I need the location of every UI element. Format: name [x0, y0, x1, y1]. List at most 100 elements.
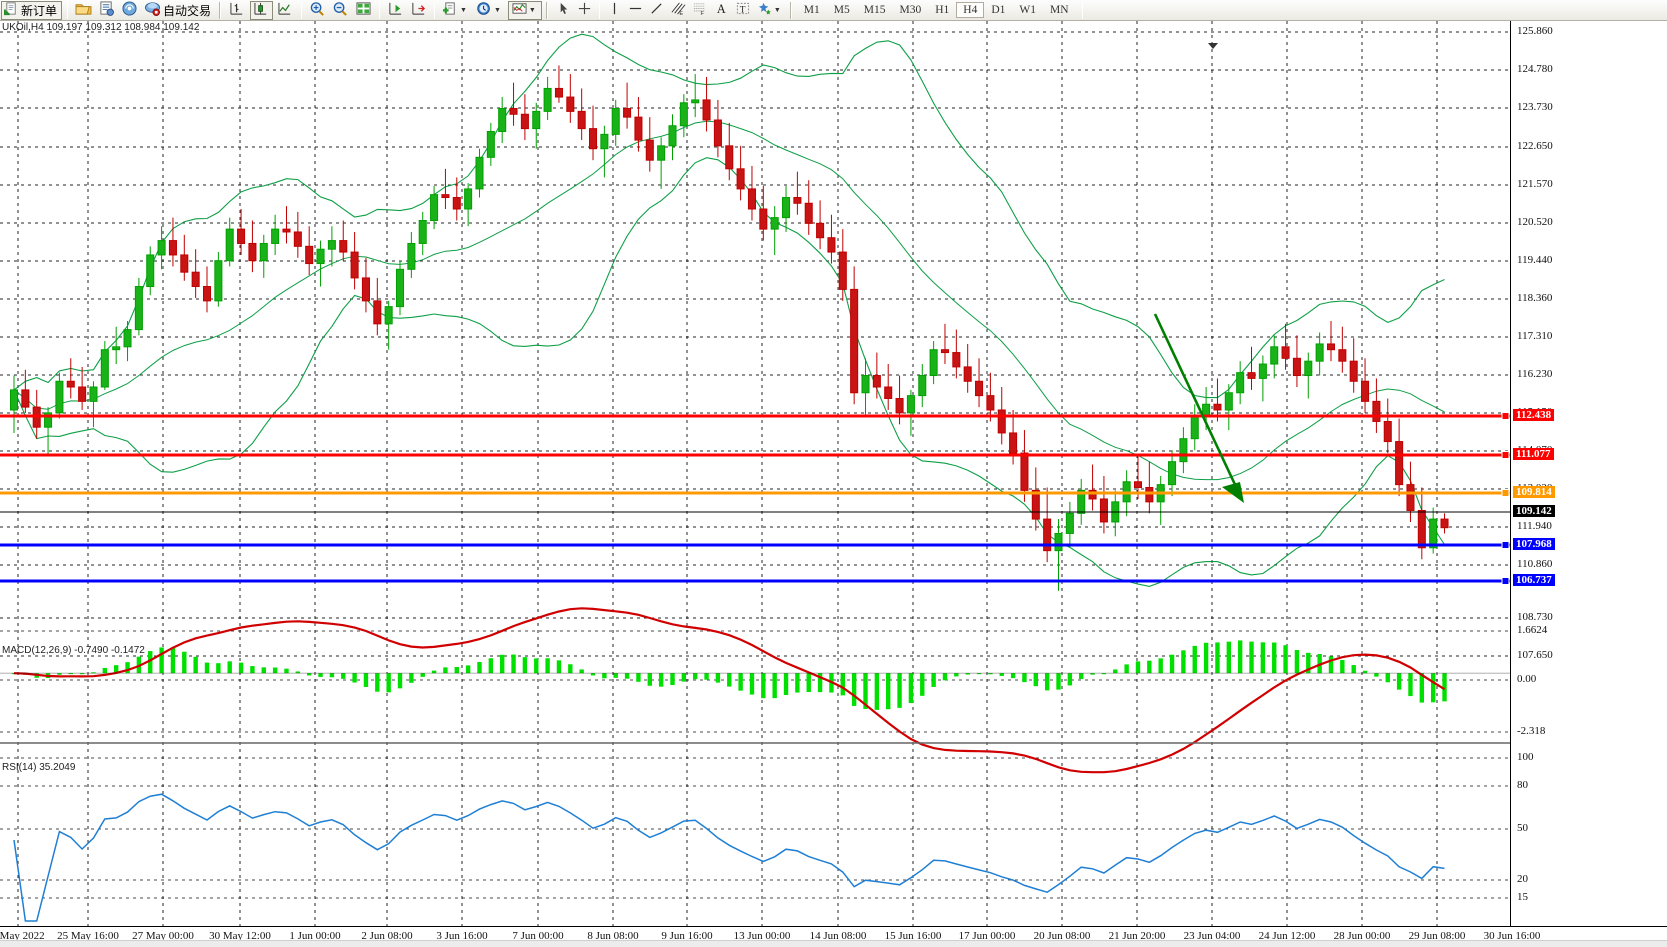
- timeframe-h4[interactable]: H4: [956, 2, 985, 18]
- templates-chevron-down-icon[interactable]: ▼: [528, 6, 536, 14]
- new-order-button[interactable]: 新订单: [1, 0, 63, 20]
- line-chart-icon: [277, 1, 294, 19]
- timeframe-m30[interactable]: M30: [899, 4, 922, 16]
- price-tick-label: 116.230: [1517, 368, 1553, 380]
- tile-windows-button[interactable]: [353, 1, 374, 20]
- price-tick-label: 124.780: [1517, 63, 1553, 75]
- price-tag-resistance-2[interactable]: 112.438: [1513, 409, 1555, 421]
- date-tick-label: 1 Jun 00:00: [289, 930, 341, 942]
- crosshair-button[interactable]: [575, 1, 594, 20]
- toolbar-divider-5: [598, 1, 600, 19]
- date-tick-label: 21 Jun 20:00: [1108, 930, 1166, 942]
- line-chart-button[interactable]: [275, 1, 296, 20]
- price-tick-label: 110.860: [1517, 558, 1553, 570]
- zoom-in-button[interactable]: [307, 1, 328, 20]
- current-bar-marker-icon: [1208, 43, 1218, 49]
- timeframe-h1[interactable]: H1: [935, 4, 950, 16]
- rsi-tick-label: 50: [1517, 822, 1528, 834]
- shift-end-button[interactable]: [385, 1, 406, 20]
- candlestick-chart-button[interactable]: [250, 0, 274, 20]
- svg-text:A: A: [717, 2, 726, 16]
- rsi-header: RSI(14) 35.2049: [2, 762, 76, 773]
- toolbar-grip-1[interactable]: [219, 1, 224, 19]
- date-tick-label: 30 May 12:00: [209, 930, 271, 942]
- date-tick-label: 29 Jun 08:00: [1408, 930, 1466, 942]
- text-label-button[interactable]: T: [733, 1, 753, 20]
- shapes-chevron-down-icon[interactable]: ▼: [773, 6, 781, 14]
- add-indicator-button[interactable]: ▼: [440, 1, 472, 20]
- bar-chart-button[interactable]: [227, 1, 248, 20]
- price-tick-label: 123.730: [1517, 101, 1553, 113]
- price-axis[interactable]: 125.860 124.780 123.730 122.650 121.570 120.5…: [1510, 21, 1667, 926]
- date-tick-label: 14 Jun 08:00: [809, 930, 867, 942]
- timeframe-mn[interactable]: MN: [1050, 4, 1069, 16]
- equidistant-channel-button[interactable]: E: [668, 1, 688, 20]
- timeframe-group[interactable]: M1 M5 M15 M30 H1 H4 D1 W1 MN: [797, 2, 1076, 18]
- data-window-button[interactable]: [96, 1, 117, 20]
- main-toolbar[interactable]: 新订单: [0, 0, 1667, 21]
- chart-header-ohlc: UKOil,H4 109.197 109.312 108.984 109.142: [2, 22, 200, 33]
- period-button[interactable]: ▼: [474, 1, 506, 20]
- equidistant-channel-icon: E: [670, 1, 686, 19]
- price-tag-pivot[interactable]: 109.814: [1513, 486, 1555, 498]
- templates-icon: [511, 1, 528, 19]
- macd-tick-label: 1.6624: [1517, 624, 1548, 636]
- rsi-tick-label: 80: [1517, 779, 1528, 791]
- price-tick-label: 122.650: [1517, 140, 1553, 152]
- date-tick-label: 9 Jun 16:00: [661, 930, 713, 942]
- signal-icon: [121, 1, 138, 19]
- signal-button[interactable]: [119, 1, 140, 20]
- zoom-out-button[interactable]: [330, 1, 351, 20]
- auto-trading-button[interactable]: 自动交易: [142, 1, 215, 20]
- chart-plot-canvas[interactable]: [0, 21, 1510, 926]
- timeframe-m15[interactable]: M15: [863, 4, 886, 16]
- add-indicator-chevron-down-icon[interactable]: ▼: [460, 6, 467, 14]
- date-tick-label: 24 Jun 12:00: [1258, 930, 1316, 942]
- date-tick-label: 8 Jun 08:00: [587, 930, 639, 942]
- text-label-icon: T: [735, 1, 751, 19]
- rsi-tick-label: 15: [1517, 891, 1528, 903]
- toolbar-grip-2[interactable]: [545, 1, 550, 19]
- price-tag-last-price[interactable]: 109.142: [1513, 505, 1555, 517]
- text-button[interactable]: A: [712, 1, 731, 20]
- trendline-icon: [649, 1, 664, 19]
- price-tag-resistance-1[interactable]: 111.077: [1513, 448, 1554, 460]
- date-tick-label: 28 Jun 00:00: [1333, 930, 1391, 942]
- price-tick-label: 121.570: [1517, 178, 1553, 190]
- period-chevron-down-icon[interactable]: ▼: [493, 6, 501, 14]
- shapes-button[interactable]: ▼: [755, 1, 786, 20]
- price-tick-label: 111.940: [1517, 520, 1552, 532]
- tile-windows-icon: [355, 1, 372, 19]
- trendline-button[interactable]: [647, 1, 666, 20]
- autoscroll-button[interactable]: [408, 1, 429, 20]
- date-tick-label: 13 Jun 00:00: [733, 930, 791, 942]
- auto-trading-label: 自动交易: [163, 3, 212, 18]
- text-icon: A: [714, 1, 729, 19]
- timeframe-m1[interactable]: M1: [803, 4, 820, 16]
- cursor-icon: [556, 1, 571, 19]
- fibonacci-button[interactable]: F: [690, 1, 710, 20]
- chart-area[interactable]: UKOil,H4 109.197 109.312 108.984 109.142…: [0, 21, 1667, 926]
- price-tag-support-1[interactable]: 107.968: [1513, 538, 1555, 550]
- horizontal-line-button[interactable]: [626, 1, 645, 20]
- folder-button[interactable]: [73, 1, 94, 20]
- price-tick-label: 108.730: [1517, 611, 1553, 623]
- toolbar-divider-3: [379, 1, 381, 19]
- date-tick-label: 25 May 16:00: [57, 930, 119, 942]
- date-tick-label: 3 Jun 16:00: [436, 930, 488, 942]
- shift-end-icon: [387, 1, 404, 19]
- date-tick-label: 2 Jun 08:00: [361, 930, 413, 942]
- toolbar-divider-6: [1081, 1, 1083, 19]
- autoscroll-icon: [410, 1, 427, 19]
- templates-button[interactable]: ▼: [507, 0, 542, 20]
- date-tick-label: 4 May 2022: [0, 930, 45, 942]
- timeframe-w1[interactable]: W1: [1019, 4, 1037, 16]
- timeframe-m5[interactable]: M5: [833, 4, 850, 16]
- price-tag-support-2[interactable]: 106.737: [1513, 574, 1555, 586]
- vertical-line-button[interactable]: [605, 1, 624, 20]
- timeframe-d1[interactable]: D1: [991, 4, 1006, 16]
- cursor-button[interactable]: [554, 1, 573, 20]
- toolbar-grip-3[interactable]: [789, 1, 794, 19]
- price-tick-label: 107.650: [1517, 649, 1553, 661]
- svg-text:F: F: [700, 11, 704, 16]
